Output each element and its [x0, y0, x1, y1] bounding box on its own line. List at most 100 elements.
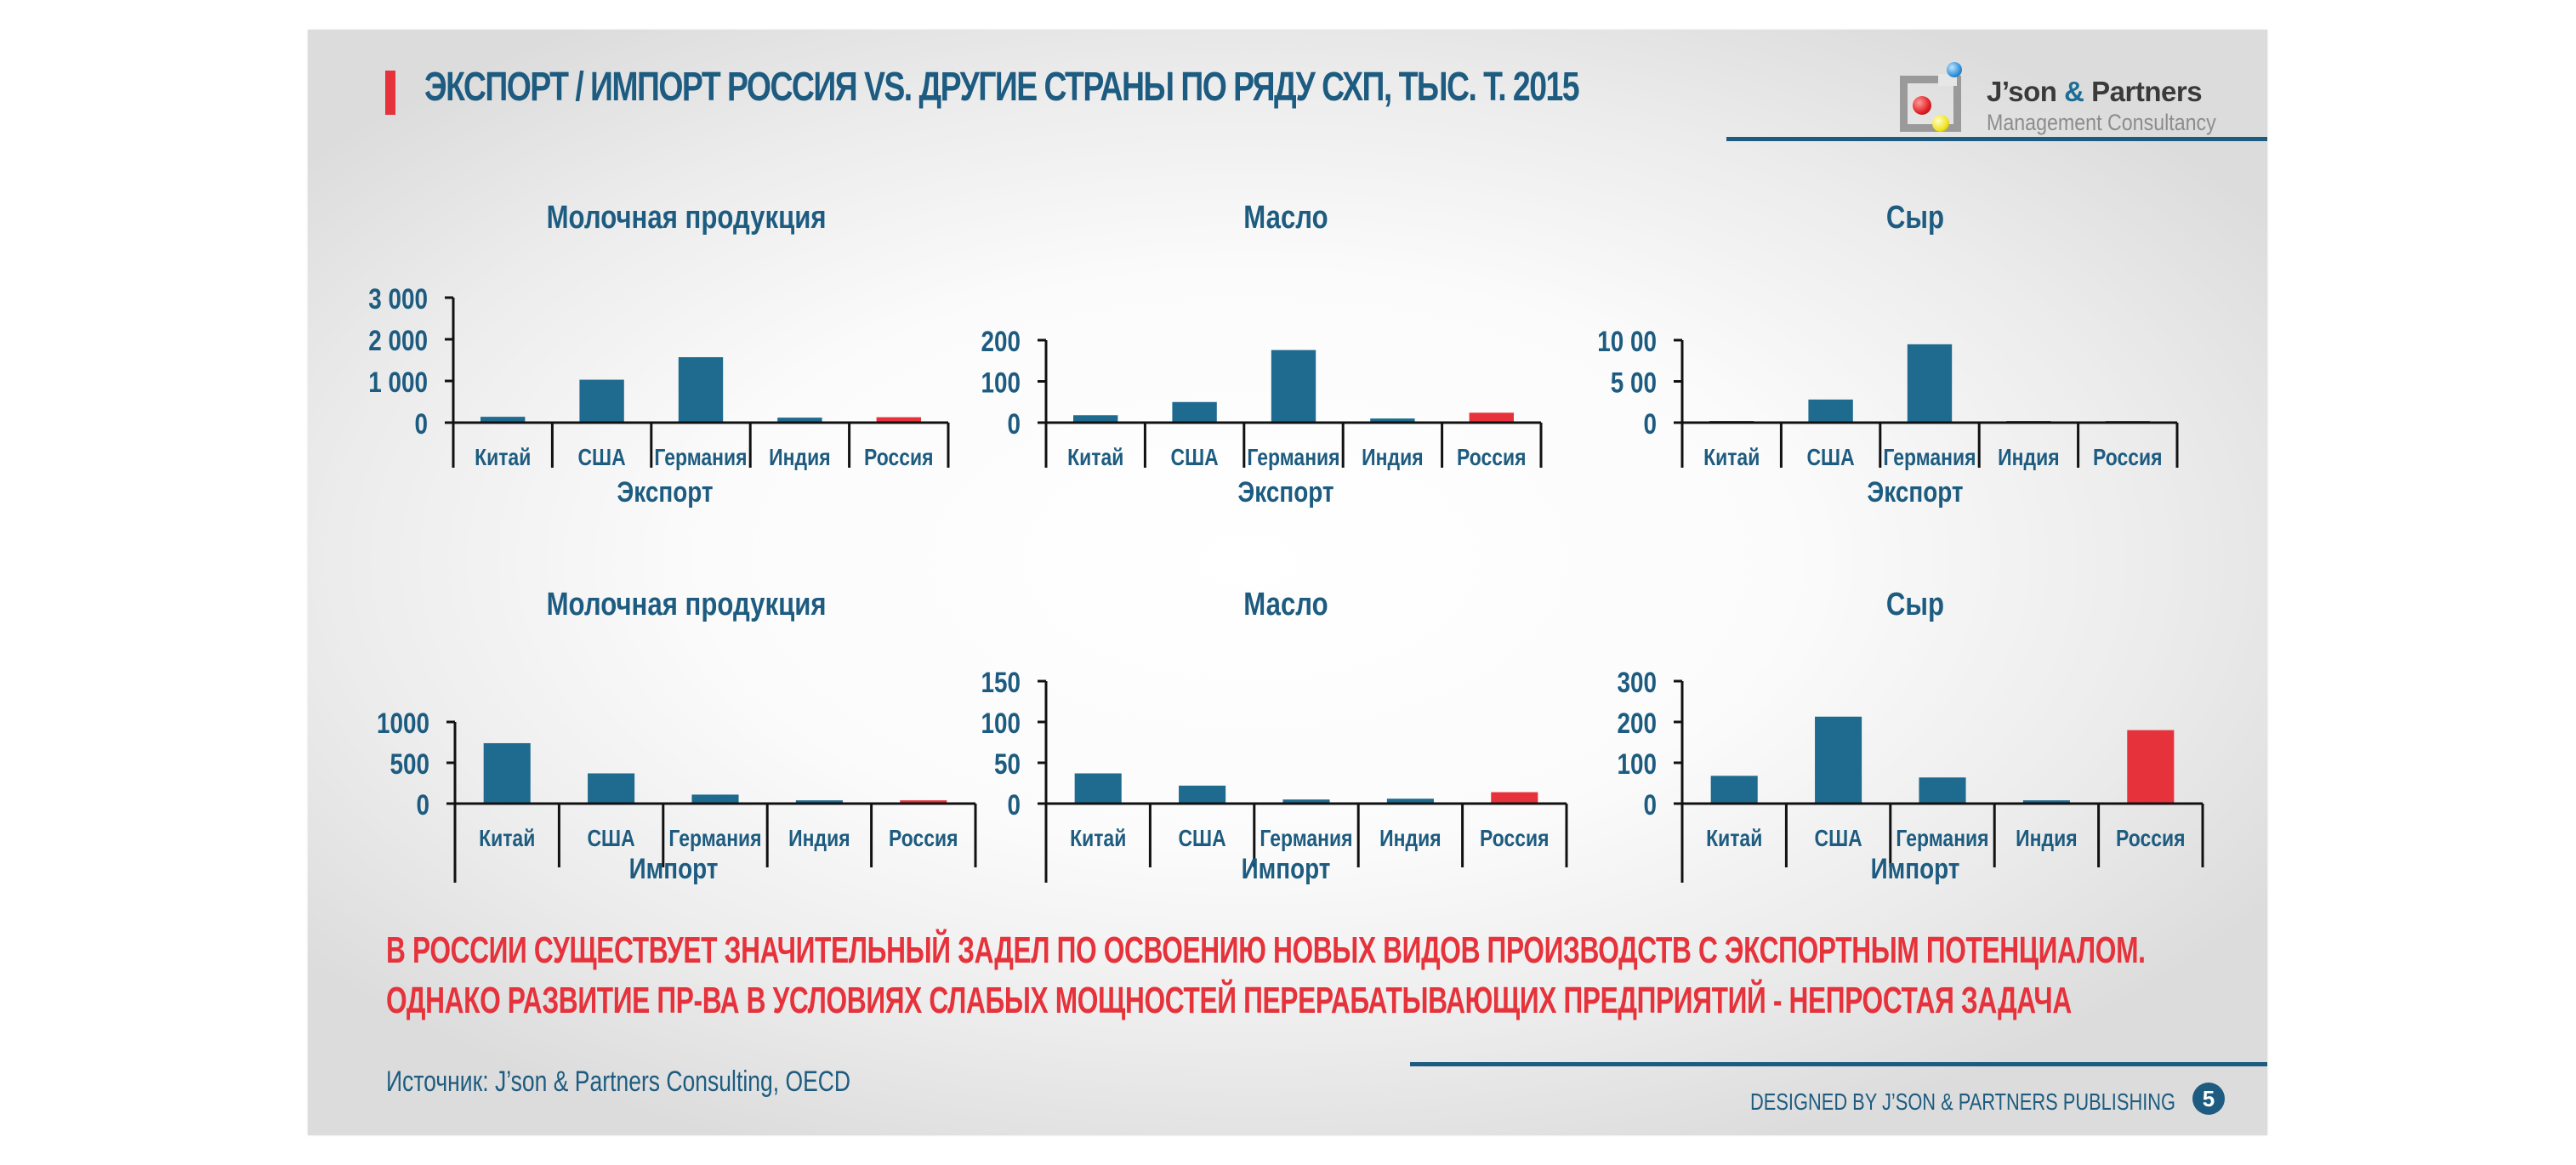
bar-2 — [1907, 344, 1953, 423]
blue-ball-icon — [1947, 62, 1962, 77]
designed-by: DESIGNED BY J’SON & PARTNERS PUBLISHING — [1749, 1088, 2175, 1115]
y-tick-label: 200 — [981, 325, 1021, 357]
bar-4 — [900, 800, 947, 804]
red-ball-icon — [1913, 96, 1931, 115]
logo-frame-icon — [1900, 76, 1961, 132]
bar-3 — [777, 418, 822, 423]
chart-title-butter-import: Масло — [1243, 587, 1328, 622]
caption-dairy-export: Экспорт — [617, 476, 714, 509]
category-label: Германия — [1247, 445, 1339, 471]
category-label: Германия — [1260, 826, 1352, 852]
conclusion-line-1: В РОССИИ СУЩЕСТВУЕТ ЗНАЧИТЕЛЬНЫЙ ЗАДЕЛ П… — [386, 929, 2146, 971]
logo-name: J’son & Partners — [1987, 76, 2203, 108]
y-tick-label: 50 — [994, 747, 1021, 780]
y-tick-label: 3 000 — [368, 282, 428, 315]
y-tick-label: 5 00 — [1611, 367, 1657, 399]
category-label: США — [1178, 826, 1225, 852]
bar-1 — [1808, 399, 1853, 423]
bar-2 — [1919, 777, 1966, 804]
category-label: Китай — [479, 826, 535, 852]
chart-title-cheese-import: Сыр — [1885, 587, 1945, 622]
chart-cheese-import: 0 100 200 300 Китай США Германия Индия Россия — [1617, 666, 2204, 883]
category-label: Индия — [1998, 445, 2059, 471]
chart-dairy-export: 0 1 000 2 000 3 000 Китай США Германия Индия Рос… — [368, 282, 950, 471]
logo-name-part1: J’son — [1987, 76, 2065, 107]
category-label: Германия — [1883, 445, 1976, 471]
chart-title-dairy-import: Молочная продукция — [546, 587, 827, 622]
category-label: Россия — [1480, 826, 1549, 852]
bar-1 — [1815, 716, 1862, 804]
chart-dairy-import: 0 500 1000 Китай США Германия Индия Россия — [377, 707, 977, 883]
category-label: Китай — [1703, 445, 1760, 471]
chart-title-cheese-export: Сыр — [1885, 200, 1945, 236]
y-tick-label: 10 00 — [1597, 325, 1657, 357]
logo-ampersand: & — [2064, 76, 2084, 107]
caption-dairy-import: Импорт — [628, 853, 719, 885]
yellow-ball-icon — [1932, 115, 1949, 132]
category-label: Китай — [1067, 445, 1123, 471]
chart-title-dairy-export: Молочная продукция — [546, 200, 827, 236]
bar-0 — [483, 742, 531, 804]
chart-butter-import: 0 50 100 150 Китай США Германия Индия Россия — [981, 666, 1568, 883]
category-label: Германия — [654, 445, 747, 471]
category-label: США — [587, 826, 634, 852]
caption-cheese-export: Экспорт — [1867, 476, 1964, 509]
company-logo: J’son & Partners Management Consultancy — [1891, 47, 2249, 149]
category-label: Россия — [1457, 445, 1526, 471]
y-tick-label: 0 — [1007, 407, 1021, 440]
footer-divider — [1410, 1062, 2267, 1066]
category-label: США — [1806, 445, 1854, 471]
bar-4 — [2127, 730, 2175, 804]
bar-1 — [1172, 401, 1217, 423]
bar-2 — [1282, 799, 1330, 804]
y-tick-label: 0 — [1007, 788, 1021, 821]
category-label: Германия — [668, 826, 761, 852]
y-tick-label: 100 — [981, 367, 1021, 399]
category-label: Индия — [788, 826, 850, 852]
chart-cheese-export: 0 5 00 10 00 Китай США Германия Индия Россия — [1597, 325, 2179, 471]
y-tick-label: 0 — [414, 407, 428, 440]
chart-title-butter-export: Масло — [1243, 200, 1328, 236]
y-tick-label: 0 — [416, 788, 429, 821]
source-note: Источник: J’son & Partners Consulting, O… — [386, 1066, 851, 1098]
caption-butter-import: Импорт — [1241, 853, 1331, 885]
category-label: Индия — [769, 445, 830, 471]
caption-butter-export: Экспорт — [1237, 476, 1334, 509]
category-label: Россия — [2093, 445, 2162, 471]
category-label: Китай — [475, 445, 531, 471]
bar-3 — [2022, 800, 2070, 804]
chart-butter-export: 0 100 200 Китай США Германия Индия Россия — [981, 325, 1543, 471]
bar-0 — [1073, 415, 1118, 423]
category-label: Россия — [889, 826, 958, 852]
y-tick-label: 150 — [981, 666, 1021, 698]
y-tick-label: 1 000 — [368, 366, 428, 398]
bar-3 — [1386, 798, 1434, 804]
category-label: Россия — [2116, 826, 2185, 852]
logo-name-part2: Partners — [2084, 76, 2203, 107]
slide: ЭКСПОРТ / ИМПОРТ РОССИЯ VS. ДРУГИЕ СТРАН… — [308, 30, 2267, 1135]
y-tick-label: 100 — [981, 707, 1021, 739]
page-title: ЭКСПОРТ / ИМПОРТ РОССИЯ VS. ДРУГИЕ СТРАН… — [424, 65, 1580, 110]
y-tick-label: 500 — [390, 747, 429, 780]
category-label: США — [1170, 445, 1218, 471]
category-label: США — [1814, 826, 1862, 852]
logo-subtitle: Management Consultancy — [1987, 110, 2216, 135]
conclusion-line-2: ОДНАКО РАЗВИТИЕ ПР-ВА В УСЛОВИЯХ СЛАБЫХ … — [386, 980, 2072, 1021]
y-tick-label: 0 — [1643, 788, 1657, 821]
category-label: Индия — [1362, 445, 1423, 471]
title-accent-bar — [385, 71, 395, 115]
bar-3 — [795, 800, 843, 804]
header-divider — [1726, 137, 2267, 141]
page-number-badge: 5 — [2192, 1083, 2225, 1115]
category-label: Китай — [1070, 826, 1126, 852]
bar-1 — [588, 773, 635, 804]
bar-0 — [1074, 773, 1122, 804]
bar-3 — [1370, 418, 1415, 423]
category-label: Индия — [1379, 826, 1441, 852]
y-tick-label: 100 — [1617, 747, 1657, 780]
bar-2 — [1271, 350, 1316, 423]
category-label: Индия — [2016, 826, 2077, 852]
bar-4 — [1469, 412, 1514, 423]
category-label: Россия — [864, 445, 933, 471]
bar-2 — [691, 794, 739, 804]
